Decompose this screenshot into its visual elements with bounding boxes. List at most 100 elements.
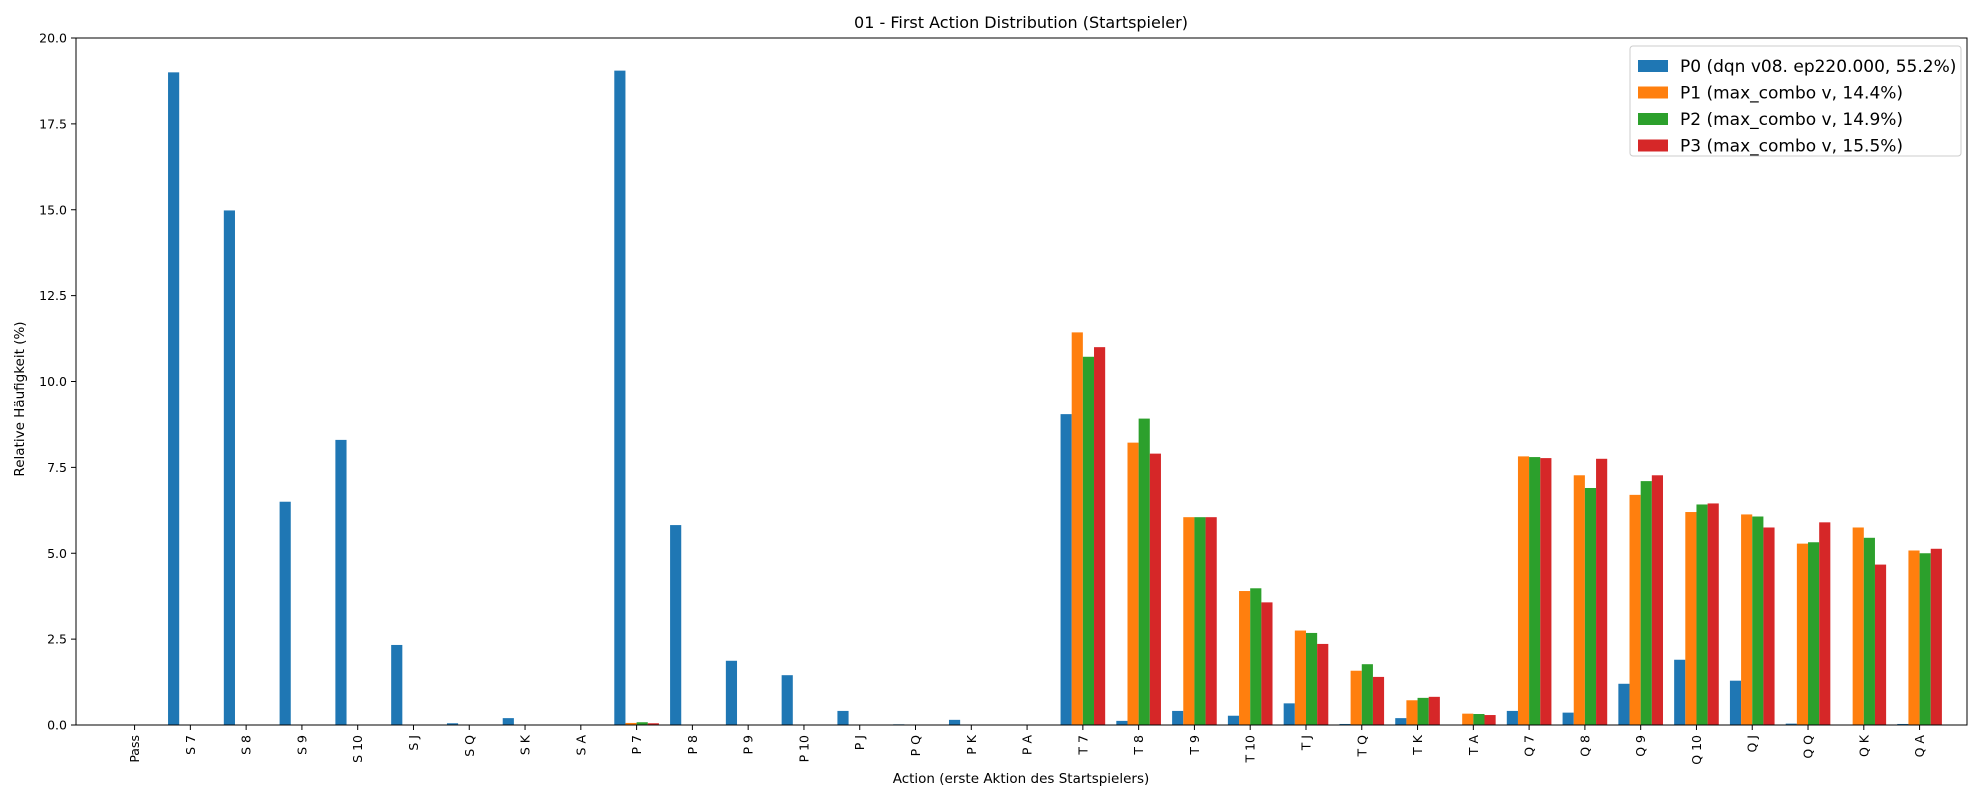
bar-p0-q-q [1785, 723, 1797, 725]
bar-p2-q-q [1808, 542, 1820, 725]
x-tick-label: Q 9 [1633, 735, 1648, 757]
x-tick-label: Q 8 [1577, 735, 1592, 757]
bar-p2-t-q [1361, 664, 1373, 725]
x-tick-label: Pass [127, 735, 142, 763]
bar-p0-t-8 [1116, 720, 1128, 725]
legend-swatch [1638, 113, 1668, 125]
bar-p0-q-j [1729, 680, 1742, 725]
bar-p3-t-8 [1149, 453, 1161, 725]
y-tick-label: 12.5 [39, 288, 67, 303]
bar-p3-q-a [1930, 548, 1942, 725]
bar-p0-q-9 [1618, 683, 1630, 725]
legend-swatch [1638, 86, 1668, 99]
y-tick-label: 2.5 [47, 632, 67, 647]
bar-p3-q-k [1874, 564, 1887, 725]
bar-p1-t-a [1462, 713, 1474, 725]
bar-p1-q-7 [1517, 456, 1530, 725]
bar-p3-t-k [1428, 696, 1440, 725]
chart-title: 01 - First Action Distribution (Startspi… [854, 13, 1188, 32]
x-tick-label: S 8 [239, 735, 254, 755]
bar-p2-q-9 [1640, 481, 1652, 725]
y-tick-label: 17.5 [39, 116, 67, 131]
bar-p1-p-7 [625, 722, 637, 725]
bar-p0-s-7 [168, 72, 180, 726]
x-tick-label: P J [852, 735, 867, 750]
bar-p2-q-a [1919, 553, 1931, 725]
bar-p0-s-10 [335, 439, 347, 725]
x-tick-label: Q 7 [1522, 735, 1537, 757]
legend-swatch [1638, 60, 1668, 72]
bar-p3-q-8 [1596, 458, 1608, 725]
plot-frame [75, 37, 1968, 726]
x-tick-label: T 7 [1075, 735, 1090, 756]
y-tick-label: 0.0 [47, 718, 67, 733]
x-tick-label: S 10 [350, 735, 365, 763]
bar-p2-q-j [1752, 516, 1764, 725]
x-tick-label: Q K [1856, 734, 1871, 757]
bar-p0-t-j [1283, 703, 1295, 725]
x-axis: Pass S 7 S 8 S 9 S 10 S J S Q S K S A P 7 P 8 P 9 P … [127, 725, 1927, 765]
bar-p3-t-j [1317, 643, 1329, 725]
x-tick-label: P A [1020, 735, 1035, 756]
bar-p1-q-10 [1685, 512, 1697, 725]
bar-p1-q-q [1796, 543, 1809, 725]
bar-p0-p-k [948, 719, 961, 725]
x-tick-label: P 7 [629, 735, 644, 754]
bar-p2-t-7 [1082, 356, 1095, 725]
x-tick-label: S 9 [294, 735, 309, 755]
bar-p1-t-k [1406, 700, 1418, 725]
bar-p2-q-8 [1584, 487, 1597, 725]
y-tick-label: 5.0 [47, 546, 67, 561]
bar-p2-t-9 [1194, 517, 1206, 725]
x-tick-label: P 8 [685, 735, 700, 755]
x-tick-label: P Q [908, 735, 923, 757]
legend-swatch [1638, 139, 1668, 152]
bar-p2-t-k [1417, 697, 1429, 725]
bars-layer [168, 70, 1942, 726]
x-tick-label: T J [1298, 735, 1313, 751]
bar-p1-q-8 [1573, 475, 1585, 725]
bar-p0-s-j [391, 644, 403, 725]
x-tick-label: T 9 [1187, 735, 1202, 756]
x-tick-label: S 7 [183, 735, 198, 755]
x-tick-label: T K [1410, 734, 1425, 756]
x-tick-label: Q 10 [1689, 735, 1704, 765]
y-tick-label: 15.0 [39, 202, 67, 217]
bar-p2-t-a [1473, 714, 1485, 725]
legend-box [1629, 45, 1962, 157]
y-axis-title: Relative Häufigkeit (%) [12, 321, 28, 476]
bar-p0-q-8 [1562, 712, 1574, 725]
bar-p3-t-q [1372, 676, 1385, 725]
y-tick-label: 20.0 [39, 31, 67, 46]
bar-p0-p-j [837, 710, 849, 725]
bar-p3-t-a [1484, 715, 1496, 725]
bar-p0-t-9 [1172, 710, 1184, 725]
x-tick-label: T 10 [1243, 735, 1258, 764]
legend: P0 (dqn v08. ep220.000, 55.2%) P1 (max_co… [1629, 45, 1962, 157]
x-tick-label: T Q [1354, 735, 1369, 758]
y-tick-label: 10.0 [39, 374, 67, 389]
legend-label: P0 (dqn v08. ep220.000, 55.2%) [1680, 57, 1956, 77]
x-tick-label: Q J [1745, 735, 1760, 753]
x-axis-title: Action (erste Aktion des Startspielers) [893, 771, 1150, 787]
bar-p2-q-10 [1696, 504, 1708, 725]
bar-p2-t-8 [1138, 418, 1150, 725]
x-tick-label: S Q [462, 735, 477, 757]
x-tick-label: T A [1466, 735, 1481, 757]
bar-p1-q-a [1908, 550, 1920, 725]
bar-p2-q-k [1863, 537, 1875, 725]
legend-label: P2 (max_combo v, 14.9%) [1680, 110, 1903, 130]
legend-label: P1 (max_combo v, 14.4%) [1680, 84, 1903, 104]
bar-p2-p-7 [636, 722, 648, 725]
bar-p3-q-7 [1540, 458, 1552, 725]
bar-p1-t-7 [1071, 332, 1083, 725]
x-tick-label: T 8 [1131, 735, 1146, 756]
bar-p0-p-10 [781, 675, 793, 725]
bar-p0-q-10 [1674, 659, 1686, 725]
bar-p0-s-8 [223, 210, 235, 725]
bar-p0-p-9 [725, 660, 738, 725]
bar-p0-p-7 [614, 70, 626, 725]
bar-p3-t-7 [1094, 347, 1106, 725]
bar-p0-t-q [1339, 723, 1351, 725]
bar-p3-q-10 [1707, 503, 1719, 725]
